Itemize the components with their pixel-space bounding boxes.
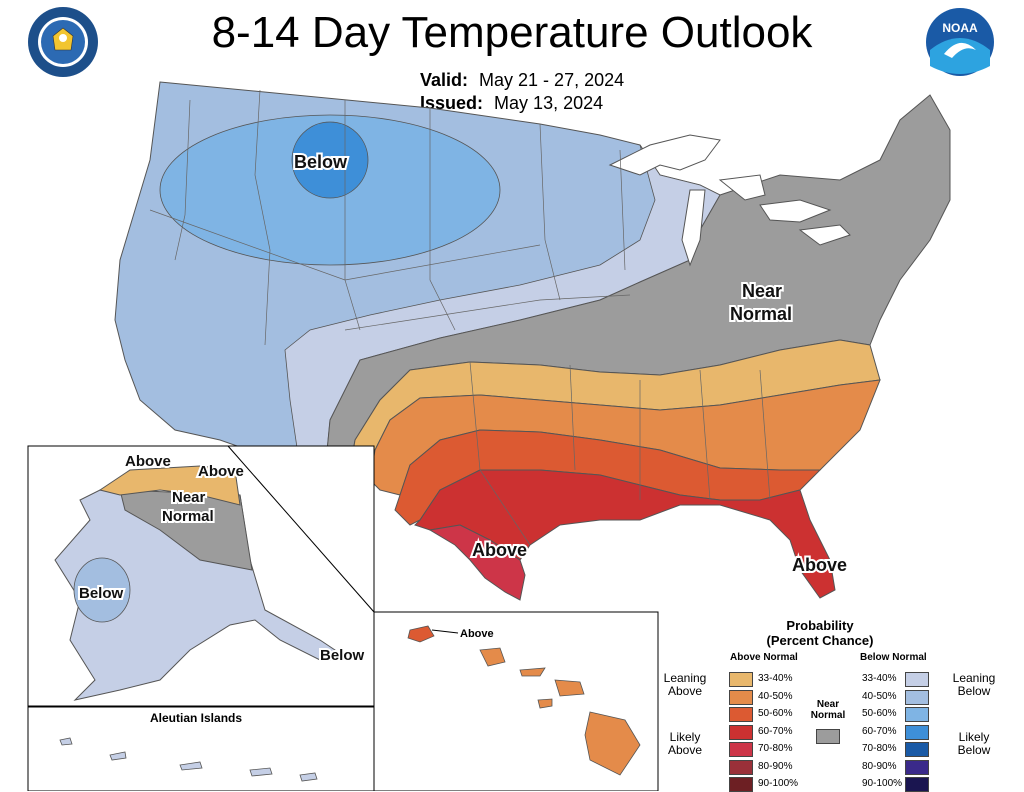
- legend-above-bin-label: 70-80%: [758, 743, 793, 754]
- leaning-above-line2: Above: [667, 684, 703, 698]
- noaa-logo-icon: NOAA: [926, 8, 994, 76]
- likely-above-line2: Above: [667, 743, 703, 757]
- issued-value: May 13, 2024: [494, 93, 604, 113]
- legend-below-bin-label: 50-60%: [862, 708, 897, 719]
- likely-above-line1: Likely: [669, 730, 701, 744]
- legend-below-bin-label: 60-70%: [862, 726, 897, 737]
- conus-below-50-60: [291, 121, 369, 199]
- legend-above-bin-label: 33-40%: [758, 673, 793, 684]
- issued-label: Issued:: [420, 93, 484, 113]
- legend-above-swatch: [729, 690, 753, 705]
- legend-above-swatch: [729, 725, 753, 740]
- legend-above-header: Above Normal: [730, 652, 798, 663]
- label-alaska-above-1: Above: [125, 453, 171, 470]
- legend-above-swatch: [729, 742, 753, 757]
- label-alaska-above-2: Above: [198, 463, 244, 480]
- legend-below-bin-label: 70-80%: [862, 743, 897, 754]
- legend-below-swatch: [905, 672, 929, 687]
- legend-below-bin-label: 80-90%: [862, 761, 897, 772]
- legend-below-swatch: [905, 760, 929, 775]
- valid-label: Valid:: [420, 70, 469, 90]
- legend-below-bin-label: 40-50%: [862, 691, 897, 702]
- label-alaska-below-2: Below: [320, 647, 365, 664]
- legend-above-swatch: [729, 760, 753, 775]
- label-alaska-below-1: Below: [79, 585, 124, 602]
- alaska-below-40-50: [73, 557, 131, 623]
- legend-above-swatch: [729, 707, 753, 722]
- legend-below-bin-label: 33-40%: [862, 673, 897, 684]
- label-hawaii-above: Above: [460, 628, 494, 640]
- legend-likely-below: Likely Below: [946, 731, 1002, 757]
- hawaii-islands: [407, 625, 641, 776]
- legend-below-swatch: [905, 725, 929, 740]
- leaning-below-line2: Below: [957, 684, 991, 698]
- legend-near-normal-swatch: [816, 729, 840, 744]
- label-conus-below: Below: [294, 152, 348, 172]
- valid-value: May 21 - 27, 2024: [479, 70, 625, 90]
- legend-above-bin-label: 40-50%: [758, 691, 793, 702]
- legend-below-bin-label: 90-100%: [862, 778, 903, 789]
- alaska-above-area: [98, 465, 241, 506]
- legend-above-bin-label: 50-60%: [758, 708, 793, 719]
- great-lakes: [608, 134, 851, 267]
- legend-title: Probability (Percent Chance): [745, 618, 895, 648]
- legend-above-swatch: [729, 672, 753, 687]
- label-alaska-near-1: Near: [172, 489, 206, 506]
- label-aleutian-title: Aleutian Islands: [150, 711, 242, 725]
- state-lines: [149, 89, 771, 546]
- legend-above-bin-label: 60-70%: [758, 726, 793, 737]
- page-title: 8-14 Day Temperature Outlook: [211, 8, 813, 57]
- legend-above-swatch: [729, 777, 753, 792]
- legend-near-normal: Near Normal: [803, 699, 853, 721]
- likely-below-line2: Below: [957, 743, 991, 757]
- leaning-below-line1: Leaning: [952, 671, 996, 685]
- legend-below-swatch: [905, 707, 929, 722]
- legend-leaning-above: Leaning Above: [660, 672, 710, 698]
- legend-title-line2: (Percent Chance): [766, 633, 874, 648]
- legend-likely-above: Likely Above: [660, 731, 710, 757]
- conus-above-70-80-texas: [428, 524, 526, 601]
- alaska-connector: [227, 445, 375, 613]
- near-normal-line1: Near: [816, 699, 840, 710]
- legend-above-bin-label: 80-90%: [758, 761, 793, 772]
- label-conus-above-texas: Above: [472, 540, 527, 560]
- aleutian-islands-shapes: [59, 737, 318, 782]
- valid-dates: Valid: May 21 - 27, 2024: [420, 70, 624, 91]
- legend-above-bin-label: 90-100%: [758, 778, 799, 789]
- legend-below-header: Below Normal: [860, 652, 927, 663]
- leaning-above-line1: Leaning: [663, 671, 707, 685]
- near-normal-line2: Normal: [810, 710, 846, 721]
- svg-text:NOAA: NOAA: [942, 21, 978, 35]
- legend-title-line1: Probability: [786, 618, 854, 633]
- label-conus-near-2: Normal: [730, 304, 792, 324]
- legend-below-swatch: [905, 742, 929, 757]
- alaska-near-normal: [119, 489, 253, 571]
- hawaii-label-pointer: [431, 629, 459, 634]
- legend-below-swatch: [905, 690, 929, 705]
- likely-below-line1: Likely: [958, 730, 990, 744]
- issued-date: Issued: May 13, 2024: [420, 93, 603, 114]
- legend-leaning-below: Leaning Below: [946, 672, 1002, 698]
- commerce-seal-icon: [28, 7, 98, 77]
- alaska-below-area: [54, 489, 352, 701]
- label-conus-near-1: Near: [742, 281, 782, 301]
- label-alaska-near-2: Normal: [162, 508, 214, 525]
- label-conus-above-florida: Above: [792, 555, 847, 575]
- legend-below-swatch: [905, 777, 929, 792]
